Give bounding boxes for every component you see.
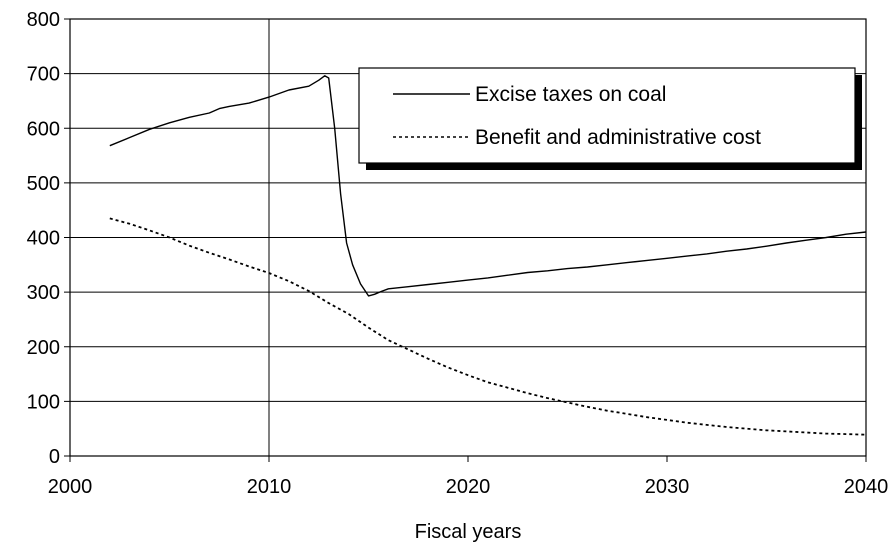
y-tick-label: 300 [27,282,60,304]
y-tick-label: 800 [27,9,60,31]
x-tick-label: 2020 [446,476,491,498]
y-tick-label: 100 [27,391,60,413]
x-axis-title: Fiscal years [415,521,522,543]
y-tick-label: 600 [27,118,60,140]
legend: Excise taxes on coal Benefit and adminis… [358,67,862,170]
x-tick-labels: 2000 2010 2020 2030 2040 [48,476,889,498]
series-lines [109,75,867,436]
y-tick-label: 400 [27,228,60,250]
y-tick-label: 500 [27,173,60,195]
legend-box [358,67,856,164]
series-line-excise-taxes [109,75,867,297]
y-tick-label: 0 [49,446,60,468]
x-tick-label: 2010 [247,476,292,498]
axes [64,18,867,462]
series-line-benefit-cost [109,217,867,436]
y-tick-labels: 0 100 200 300 400 500 600 700 800 [27,9,60,468]
x-tick-label: 2000 [48,476,93,498]
x-tick-label: 2030 [645,476,690,498]
x-tick-label: 2040 [844,476,889,498]
legend-label-excise: Excise taxes on coal [475,83,666,106]
y-tick-label: 700 [27,64,60,86]
legend-label-benefit: Benefit and administrative cost [475,126,761,149]
y-tick-label: 200 [27,337,60,359]
